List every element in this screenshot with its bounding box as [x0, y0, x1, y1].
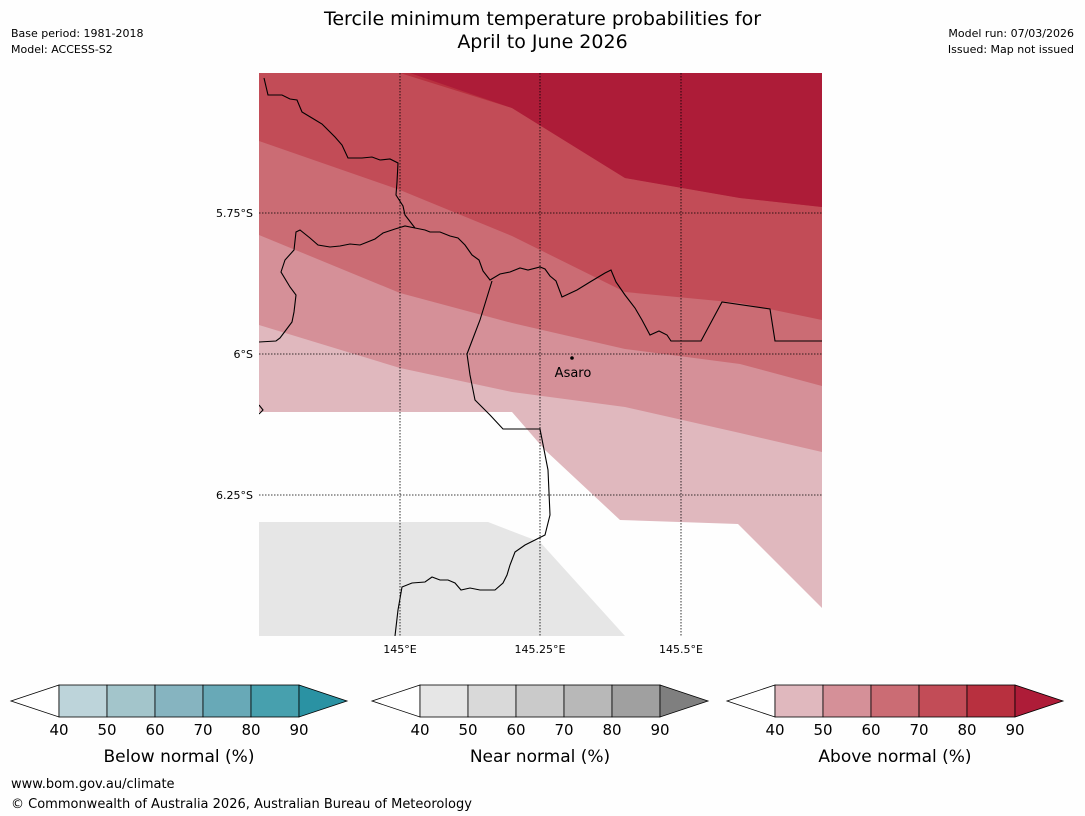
issued-status: Issued: Map not issued [947, 43, 1074, 56]
legend-swatch [822, 684, 872, 718]
legend-swatch [58, 684, 108, 718]
meta-left: Base period: 1981-2018 Model: ACCESS-S2 [11, 26, 143, 58]
legend-extend-high [659, 684, 710, 718]
legend-title: Near normal (%) [470, 747, 610, 767]
province-boundary-north [263, 77, 416, 229]
province-boundary-south [394, 280, 551, 636]
legend-below-normal: 40 50 60 70 80 90 Below normal (%) [9, 684, 349, 767]
legend-swatch [774, 684, 824, 718]
legend-tick-label: 40 [410, 721, 429, 739]
legend-swatch [202, 684, 252, 718]
legend-tick-label: 60 [506, 721, 525, 739]
asaro-dot [570, 356, 574, 360]
model-run: Model run: 07/03/2026 [948, 27, 1074, 40]
legend-tick-label: 80 [602, 721, 621, 739]
lon-axis-labels: 145°E 145.25°E 145.5°E [383, 643, 703, 656]
legend-tick-label: 60 [145, 721, 164, 739]
legend-above-normal: 40 50 60 70 80 90 Above normal (%) [725, 684, 1065, 767]
legend-tick-label: 90 [289, 721, 308, 739]
legend-tick-label: 40 [49, 721, 68, 739]
graticule [259, 73, 822, 636]
legend-swatch [918, 684, 968, 718]
legend-swatch [419, 684, 469, 718]
lat-axis-labels: 5.75°S 6°S 6.25°S [216, 207, 253, 502]
probability-bands [259, 73, 822, 636]
legend-title: Above normal (%) [818, 747, 971, 767]
legend-swatch [467, 684, 517, 718]
footer-copyright: © Commonwealth of Australia 2026, Austra… [11, 797, 472, 812]
legend-tick-label: 80 [957, 721, 976, 739]
legend-extend-low [370, 684, 421, 718]
legend-extend-high [298, 684, 349, 718]
legend-extend-high [1014, 684, 1065, 718]
lat-label-6-25: 6.25°S [216, 489, 253, 502]
legends: 40 50 60 70 80 90 Below normal (%) 40 50 60 70 80 9… [9, 684, 1065, 767]
legend-swatch [106, 684, 156, 718]
legend-swatch [966, 684, 1016, 718]
footer: www.bom.gov.au/climate © Commonwealth of… [11, 775, 472, 815]
title-line-1: Tercile minimum temperature probabilitie… [323, 8, 762, 30]
legend-tick-label: 90 [1005, 721, 1024, 739]
province-boundary-central [259, 225, 822, 343]
meta-right: Model run: 07/03/2026 Issued: Map not is… [948, 26, 1074, 58]
lat-label-6: 6°S [234, 348, 253, 361]
footer-url: www.bom.gov.au/climate [11, 777, 175, 792]
map-title: Tercile minimum temperature probabilitie… [0, 8, 1085, 54]
legend-tick-label: 50 [813, 721, 832, 739]
legend-tick-label: 50 [458, 721, 477, 739]
legend-swatch [563, 684, 613, 718]
legend-tick-label: 80 [241, 721, 260, 739]
title-line-2: April to June 2026 [457, 31, 628, 53]
coastlines-borders [259, 77, 822, 636]
base-period: Base period: 1981-2018 [11, 27, 144, 40]
legend-extend-low [725, 684, 776, 718]
legend-tick-label: 40 [765, 721, 784, 739]
band-above-90 [410, 73, 822, 207]
legend-tick-label: 70 [909, 721, 928, 739]
lat-label-5-75: 5.75°S [216, 207, 253, 220]
legend-tick-label: 70 [554, 721, 573, 739]
lon-label-145-5: 145.5°E [659, 643, 703, 656]
legend-tick-label: 70 [193, 721, 212, 739]
town-marker[interactable]: Asaro [555, 356, 592, 381]
lon-label-145-25: 145.25°E [515, 643, 566, 656]
band-near-40 [259, 522, 625, 636]
legend-extend-low [9, 684, 60, 718]
legend-near-normal: 40 50 60 70 80 90 Near normal (%) [370, 684, 710, 767]
legend-swatch [154, 684, 204, 718]
legend-swatch [611, 684, 661, 718]
lon-label-145: 145°E [383, 643, 416, 656]
legend-swatch [870, 684, 920, 718]
legend-tick-label: 60 [861, 721, 880, 739]
asaro-label: Asaro [555, 366, 592, 381]
legend-title: Below normal (%) [104, 747, 255, 767]
model-name: Model: ACCESS-S2 [11, 43, 113, 56]
legend-tick-label: 90 [650, 721, 669, 739]
legend-swatch [250, 684, 300, 718]
legend-tick-label: 50 [97, 721, 116, 739]
coast-fragment-west [259, 404, 264, 415]
legend-swatch [515, 684, 565, 718]
